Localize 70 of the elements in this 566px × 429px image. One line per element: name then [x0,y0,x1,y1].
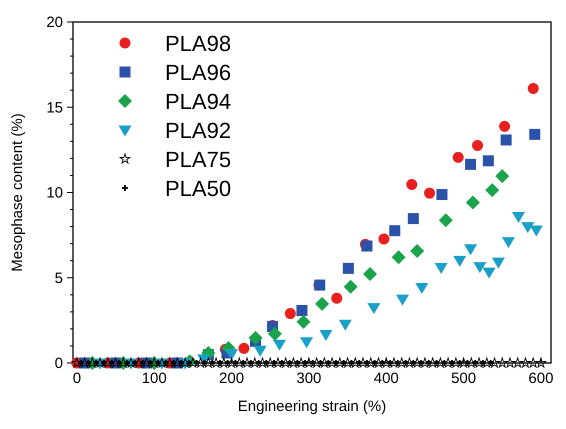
point [415,282,428,294]
point [485,183,500,198]
y-tick-label: 10 [46,184,63,202]
point [492,258,505,269]
point [300,337,314,348]
point [284,308,296,320]
point [408,213,419,224]
point [529,128,540,140]
point [238,342,250,354]
point [396,294,409,306]
point [344,280,358,294]
y-tick-label: 20 [46,14,63,31]
point [392,250,406,264]
point [406,178,418,190]
point [367,303,380,314]
y-tick-label: 5 [54,270,63,287]
point [273,340,286,351]
y-axis-title: Mesophase content (%) [9,113,26,272]
point [296,304,308,316]
point [268,326,282,341]
point [254,346,267,357]
point [225,349,238,360]
point [521,222,534,234]
x-tick-label: 600 [528,370,554,387]
point [363,267,378,281]
y-tick-label: 15 [46,99,63,116]
point [530,226,543,237]
legend-label: PLA98 [165,31,232,56]
point [319,330,332,342]
x-tick-label: 300 [296,370,322,387]
legend-label: PLA92 [165,118,232,143]
point [528,82,539,94]
point [434,263,448,274]
legend-label: PLA94 [165,89,232,114]
point [315,296,330,311]
point [424,188,436,199]
point [389,225,400,236]
legend-label: PLA96 [165,60,232,85]
point [502,237,515,248]
point [512,212,526,224]
point [296,314,310,329]
point [482,268,496,279]
point [465,158,476,170]
point [378,234,390,245]
x-tick-label: 400 [374,370,399,387]
x-tick-label: 500 [451,370,476,387]
point [472,140,484,151]
point [438,213,453,228]
point [342,262,354,274]
point [464,244,478,256]
point [482,155,494,166]
x-tick-label: 200 [219,370,244,387]
point [331,292,342,304]
x-axis-title: Engineering strain (%) [238,398,386,415]
point [436,189,448,200]
point [452,152,464,163]
point [499,120,510,132]
point [338,320,352,331]
point [248,330,263,345]
point [473,262,486,274]
point [495,169,510,184]
point [410,244,424,258]
x-tick-label: 0 [72,370,82,387]
y-tick-label: 0 [54,355,63,372]
x-tick-label: 100 [142,370,167,387]
point [453,256,466,267]
point [500,134,512,146]
legend-label: PLA75 [165,147,232,172]
point [466,196,480,210]
legend-label: PLA50 [165,176,232,201]
